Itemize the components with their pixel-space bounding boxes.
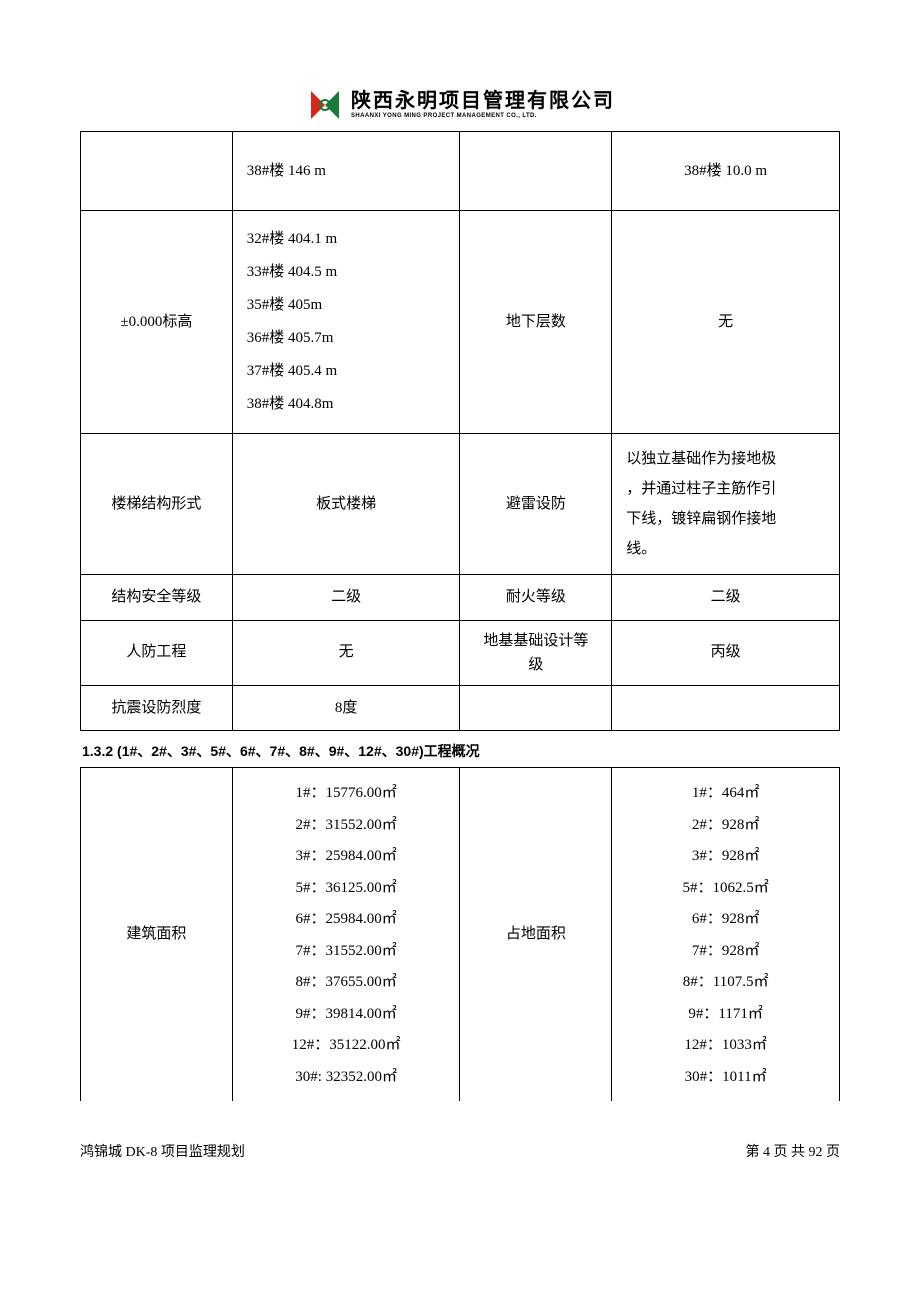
value-line: 12#：35122.00㎡ (239, 1030, 454, 1062)
company-header: 陕西永明项目管理有限公司 SHAANXI YONG MING PROJECT M… (80, 85, 840, 125)
value-line: 线。 (626, 534, 833, 564)
cell-value: 无 (232, 620, 460, 685)
value-line: 33#楼 404.5 m (247, 256, 454, 289)
value-line: 12#：1033㎡ (618, 1030, 833, 1062)
cell-value: 32#楼 404.1 m 33#楼 404.5 m 35#楼 405m 36#楼… (232, 211, 460, 434)
cell-value (612, 685, 840, 731)
table-row: 38#楼 146 m 38#楼 10.0 m (81, 132, 840, 211)
table-row: ±0.000标高 32#楼 404.1 m 33#楼 404.5 m 35#楼 … (81, 211, 840, 434)
value-line: 7#：928㎡ (618, 936, 833, 968)
project-spec-table-2: 建筑面积 1#：15776.00㎡ 2#：31552.00㎡ 3#：25984.… (80, 767, 840, 1101)
value-line: 2#：928㎡ (618, 810, 833, 842)
cell-label: 地基基础设计等 级 (460, 620, 612, 685)
cell-value: 38#楼 10.0 m (612, 132, 840, 211)
value-line: 30#: 32352.00㎡ (239, 1062, 454, 1094)
cell-value: 1#：15776.00㎡ 2#：31552.00㎡ 3#：25984.00㎡ 5… (232, 768, 460, 1102)
value-line: 下线，镀锌扁钢作接地 (626, 504, 833, 534)
cell-label: 结构安全等级 (81, 575, 233, 621)
cell-label: 人防工程 (81, 620, 233, 685)
value-line: 9#：39814.00㎡ (239, 999, 454, 1031)
value-line: 6#：25984.00㎡ (239, 904, 454, 936)
cell-label: 耐火等级 (460, 575, 612, 621)
page-footer: 鸿锦城 DK-8 项目监理规划 第 4 页 共 92 页 (80, 1141, 840, 1161)
value-line: 9#：1171㎡ (618, 999, 833, 1031)
table-row: 人防工程 无 地基基础设计等 级 丙级 (81, 620, 840, 685)
cell-value: 无 (612, 211, 840, 434)
value-line: 7#：31552.00㎡ (239, 936, 454, 968)
value-line: 37#楼 405.4 m (247, 355, 454, 388)
cell-label: 地下层数 (460, 211, 612, 434)
value-line: 8#：1107.5㎡ (618, 967, 833, 999)
cell-value: 38#楼 146 m (232, 132, 460, 211)
value-line: 8#：37655.00㎡ (239, 967, 454, 999)
cell-label: 抗震设防烈度 (81, 685, 233, 731)
cell-label (460, 132, 612, 211)
cell-label: 建筑面积 (81, 768, 233, 1102)
table-row: 结构安全等级 二级 耐火等级 二级 (81, 575, 840, 621)
value-line: 1#：15776.00㎡ (239, 778, 454, 810)
value-line: 地基基础设计等 (466, 629, 605, 653)
value-line: 30#：1011㎡ (618, 1062, 833, 1094)
table-row: 建筑面积 1#：15776.00㎡ 2#：31552.00㎡ 3#：25984.… (81, 768, 840, 1102)
cell-value: 8度 (232, 685, 460, 731)
value-line: 36#楼 405.7m (247, 322, 454, 355)
value-line: 38#楼 404.8m (247, 388, 454, 421)
cell-label: 占地面积 (460, 768, 612, 1102)
value-line: 1#：464㎡ (618, 778, 833, 810)
cell-value: 二级 (232, 575, 460, 621)
table-row: 抗震设防烈度 8度 (81, 685, 840, 731)
company-name-en: SHAANXI YONG MING PROJECT MANAGEMENT CO.… (351, 113, 537, 119)
value-line: 6#：928㎡ (618, 904, 833, 936)
value-line: 32#楼 404.1 m (247, 223, 454, 256)
value-line: 以独立基础作为接地极 (626, 444, 833, 474)
value-line: ，并通过柱子主筋作引 (626, 474, 833, 504)
footer-right: 第 4 页 共 92 页 (746, 1141, 841, 1161)
cell-value: 丙级 (612, 620, 840, 685)
cell-value: 以独立基础作为接地极 ，并通过柱子主筋作引 下线，镀锌扁钢作接地 线。 (612, 434, 840, 575)
value-line: 35#楼 405m (247, 289, 454, 322)
cell-label: ±0.000标高 (81, 211, 233, 434)
value-line: 2#：31552.00㎡ (239, 810, 454, 842)
cell-label (460, 685, 612, 731)
table-row: 楼梯结构形式 板式楼梯 避雷设防 以独立基础作为接地极 ，并通过柱子主筋作引 下… (81, 434, 840, 575)
section-heading: 1.3.2 (1#、2#、3#、5#、6#、7#、8#、9#、12#、30#)工… (82, 741, 840, 761)
cell-label: 楼梯结构形式 (81, 434, 233, 575)
cell-label (81, 132, 233, 211)
value-line: 5#：36125.00㎡ (239, 873, 454, 905)
company-name-cn: 陕西永明项目管理有限公司 (351, 91, 615, 111)
footer-left: 鸿锦城 DK-8 项目监理规划 (80, 1141, 245, 1161)
cell-value: 板式楼梯 (232, 434, 460, 575)
value-line: 5#：1062.5㎡ (618, 873, 833, 905)
cell-value: 1#：464㎡ 2#：928㎡ 3#：928㎡ 5#：1062.5㎡ 6#：92… (612, 768, 840, 1102)
cell-value: 二级 (612, 575, 840, 621)
project-spec-table-1: 38#楼 146 m 38#楼 10.0 m ±0.000标高 32#楼 404… (80, 131, 840, 731)
value-line: 3#：25984.00㎡ (239, 841, 454, 873)
cell-label: 避雷设防 (460, 434, 612, 575)
value-line: 级 (466, 653, 605, 677)
value-line: 3#：928㎡ (618, 841, 833, 873)
company-logo-icon (305, 85, 345, 125)
